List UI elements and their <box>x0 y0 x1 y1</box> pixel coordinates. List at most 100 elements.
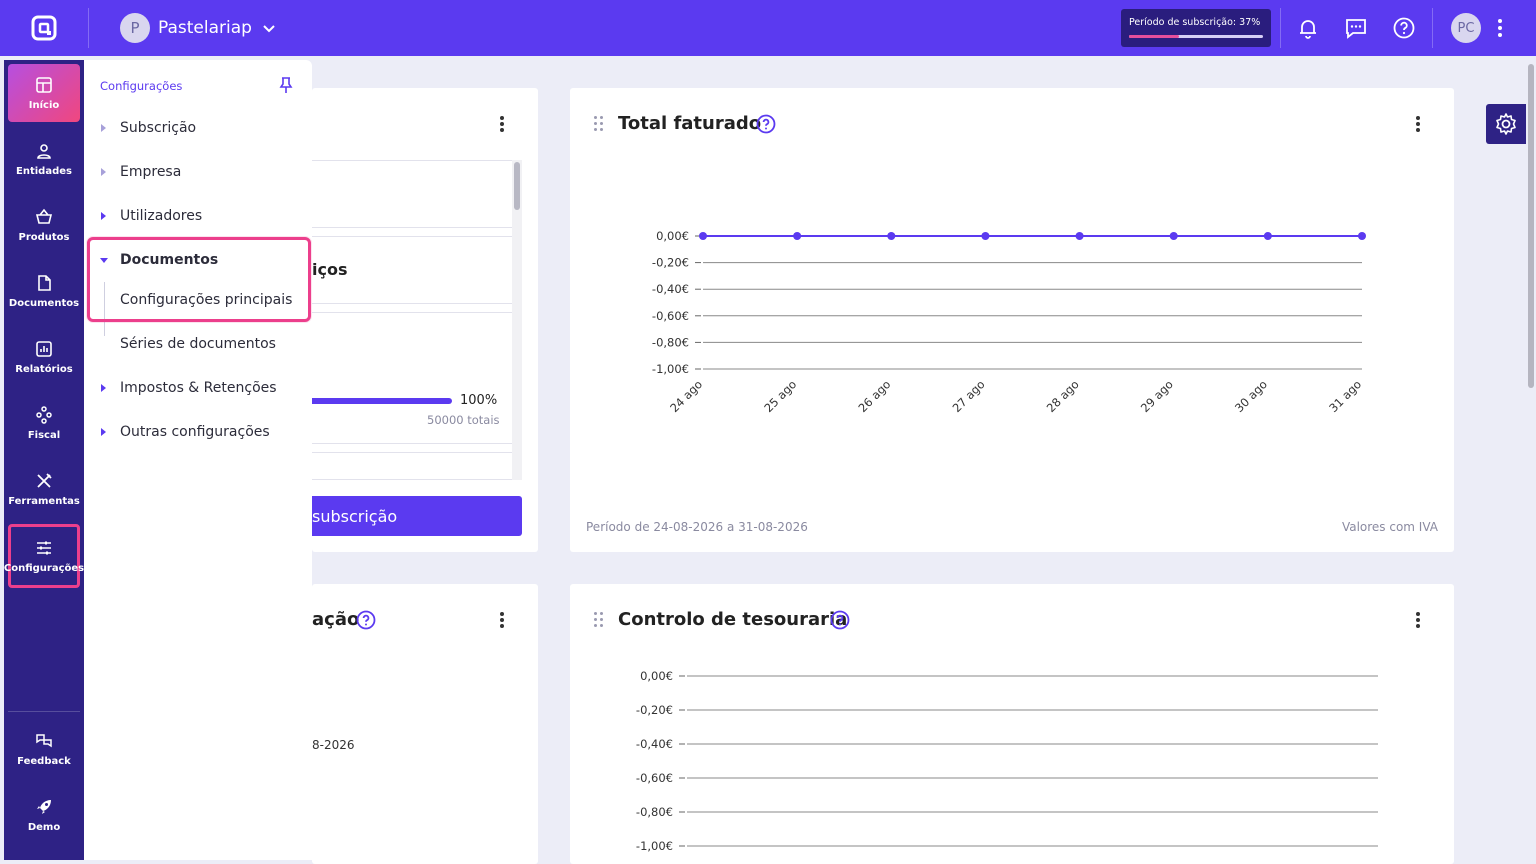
subscription-progress-bar <box>1129 35 1263 38</box>
report-icon <box>36 340 52 357</box>
more-vertical-icon[interactable] <box>500 612 504 628</box>
y-tick-label: -1,00€ <box>636 839 673 853</box>
gear-icon <box>1496 113 1516 135</box>
nav-label: Documentos <box>8 297 80 309</box>
drag-handle-icon[interactable] <box>594 612 604 628</box>
help-icon[interactable] <box>830 610 850 630</box>
nav-entidades[interactable]: Entidades <box>8 130 80 188</box>
highlight-box <box>87 237 311 322</box>
top-bar: P Pastelariap Período de subscrição: 37%… <box>0 0 1536 56</box>
nav-fiscal[interactable]: Fiscal <box>8 394 80 452</box>
nav-relatorios[interactable]: Relatórios <box>8 328 80 386</box>
menu-item-label: Configurações principais <box>120 292 293 308</box>
topbar-divider <box>88 8 89 48</box>
data-point <box>793 232 802 240</box>
more-vertical-icon[interactable] <box>1416 612 1420 628</box>
menu-item-subscricao[interactable]: Subscrição <box>84 113 312 143</box>
data-point <box>1075 232 1084 240</box>
data-point <box>1169 232 1178 240</box>
person-icon <box>37 143 51 159</box>
caret-right-icon <box>101 168 106 176</box>
menu-item-series-documentos[interactable]: Séries de documentos <box>84 329 312 359</box>
help-icon[interactable] <box>1392 16 1416 40</box>
nav-feedback[interactable]: Feedback <box>8 720 80 778</box>
submenu-guide-line <box>104 282 105 336</box>
more-vertical-icon[interactable] <box>1416 116 1420 132</box>
caret-right-icon <box>101 384 106 392</box>
menu-item-label: Documentos <box>120 252 219 268</box>
inner-scrollbar[interactable] <box>512 160 522 480</box>
drag-handle-icon[interactable] <box>594 116 604 132</box>
nav-label: Demo <box>27 821 61 833</box>
tesouraria-card: Controlo de tesouraria 0,00€ -0,20€ -0,40€… <box>570 584 1454 864</box>
subscription-button[interactable]: subscrição <box>312 496 522 536</box>
x-tick-label: 31 ago <box>1326 377 1364 415</box>
menu-item-documentos[interactable]: Documentos <box>84 245 312 275</box>
nav-demo[interactable]: Demo <box>8 786 80 844</box>
data-point <box>981 232 990 240</box>
usage-totals: 50000 totais <box>427 413 500 427</box>
subscription-label: Período de subscrição: 37% <box>1129 17 1261 28</box>
subscription-period-badge[interactable]: Período de subscrição: 37% <box>1121 9 1271 47</box>
bottom-left-card <box>312 584 538 864</box>
nav-inicio[interactable]: Início <box>8 64 80 122</box>
bell-icon[interactable] <box>1296 16 1320 40</box>
menu-item-utilizadores[interactable]: Utilizadores <box>84 201 312 231</box>
y-tick-label: -0,60€ <box>636 771 673 785</box>
nav-produtos[interactable]: Produtos <box>8 196 80 254</box>
data-point <box>1263 232 1272 240</box>
y-tick-label: -0,80€ <box>636 805 673 819</box>
help-icon[interactable] <box>356 610 376 630</box>
total-faturado-card: Total faturado 0,00€ -0,20€ -0,40€ -0,60€ -0… <box>570 88 1454 552</box>
help-icon[interactable] <box>756 114 776 134</box>
sliders-icon <box>37 541 51 554</box>
more-vertical-icon[interactable] <box>1488 16 1512 40</box>
bottom-left-card-date-partial: 8-2026 <box>312 738 355 752</box>
x-tick-label: 24 ago <box>667 377 705 415</box>
rocket-icon <box>37 799 51 814</box>
period-label: Período de 24-08-2026 a 31-08-2026 <box>586 520 808 534</box>
x-tick-label: 29 ago <box>1138 377 1176 415</box>
nav-label: Início <box>28 99 60 111</box>
company-switcher[interactable]: P Pastelariap <box>120 13 276 43</box>
nav-ferramentas[interactable]: Ferramentas <box>8 460 80 518</box>
caret-right-icon <box>101 124 106 132</box>
pin-icon[interactable] <box>277 76 295 94</box>
menu-item-empresa[interactable]: Empresa <box>84 157 312 187</box>
vat-label: Valores com IVA <box>1341 520 1438 534</box>
page-scrollbar-thumb[interactable] <box>1528 64 1534 388</box>
page-scrollbar[interactable] <box>1527 56 1536 864</box>
caret-right-icon <box>101 212 106 220</box>
bottom-left-card-title-partial: ação <box>312 609 360 630</box>
total-faturado-chart: 0,00€ -0,20€ -0,40€ -0,60€ -0,80€ -1,00€24 ag… <box>652 229 1366 415</box>
document-icon <box>38 274 51 291</box>
y-tick-label: 0,00€ <box>656 229 689 243</box>
menu-item-impostos-retencoes[interactable]: Impostos & Retenções <box>84 373 312 403</box>
subscription-usage-box <box>312 312 514 444</box>
inner-scrollbar-thumb[interactable] <box>514 162 520 210</box>
subscription-button-label: subscrição <box>312 506 398 526</box>
menu-item-label: Outras configurações <box>120 424 270 440</box>
nav-documentos[interactable]: Documentos <box>8 262 80 320</box>
x-tick-label: 26 ago <box>855 377 893 415</box>
company-avatar: P <box>120 13 150 43</box>
y-tick-label: 0,00€ <box>640 669 673 683</box>
nav-configuracoes[interactable]: Configurações <box>4 524 84 588</box>
main-nav-rail: Início Entidades Produtos Documentos Rel… <box>4 60 84 860</box>
topbar-divider <box>1280 8 1281 48</box>
x-tick-label: 25 ago <box>761 377 799 415</box>
dashboard-settings-button[interactable] <box>1486 104 1526 144</box>
y-tick-label: -0,60€ <box>652 309 689 323</box>
y-tick-label: -0,80€ <box>652 335 689 349</box>
subscription-progress-fill <box>1129 35 1179 38</box>
subscription-inner-row <box>312 452 514 480</box>
fiscal-icon <box>36 405 52 424</box>
menu-item-label: Utilizadores <box>120 208 203 224</box>
chat-icon[interactable] <box>1344 16 1368 40</box>
user-avatar[interactable]: PC <box>1451 13 1481 43</box>
menu-item-outras-configuracoes[interactable]: Outras configurações <box>84 417 312 447</box>
app-logo-icon[interactable] <box>30 14 58 42</box>
more-vertical-icon[interactable] <box>500 116 504 132</box>
menu-item-configuracoes-principais[interactable]: Configurações principais <box>84 285 312 315</box>
y-tick-label: -0,40€ <box>636 737 673 751</box>
